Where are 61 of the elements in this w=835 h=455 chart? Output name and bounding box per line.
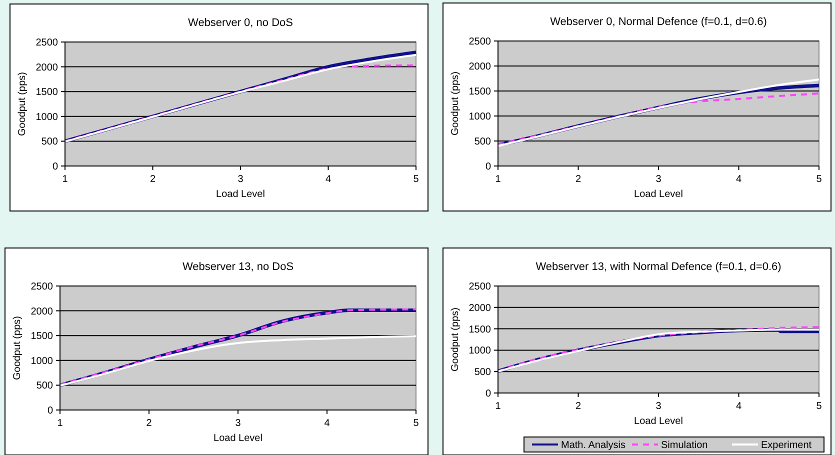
x-tick-label: 4: [324, 418, 330, 429]
x-axis-title: Load Level: [214, 433, 262, 444]
y-tick-label: 500: [474, 367, 492, 378]
y-tick-label: 1500: [30, 331, 54, 342]
x-tick-label: 5: [413, 418, 420, 429]
y-tick-label: 1000: [468, 346, 492, 357]
chart-title: Webserver 0, no DoS: [188, 17, 293, 29]
y-tick-label: 1500: [468, 86, 492, 98]
y-tick-label: 1500: [468, 324, 492, 336]
y-tick-label: 0: [485, 162, 492, 172]
x-tick-label: 3: [238, 174, 244, 185]
y-tick-label: 1500: [36, 87, 58, 98]
x-tick-label: 1: [495, 401, 502, 412]
y-tick-label: 2500: [468, 36, 492, 48]
x-tick-label: 5: [816, 401, 822, 412]
x-tick-label: 1: [57, 418, 64, 429]
x-tick-label: 5: [816, 174, 822, 185]
legend-label: Math. Analysis: [561, 440, 626, 451]
y-axis-title: Goodput (pps): [17, 72, 28, 136]
y-axis-title: Goodput (pps): [12, 316, 23, 380]
legend-label: Experiment: [761, 440, 812, 451]
y-tick-label: 2500: [468, 282, 492, 292]
y-tick-label: 500: [41, 136, 58, 148]
y-tick-label: 1000: [30, 356, 54, 367]
x-tick-label: 3: [656, 401, 662, 412]
x-tick-label: 3: [235, 418, 242, 429]
y-tick-label: 500: [474, 136, 492, 148]
y-tick-label: 2000: [468, 302, 492, 314]
x-axis-title: Load Level: [634, 416, 683, 427]
x-tick-label: 4: [736, 174, 742, 185]
y-tick-label: 1000: [36, 112, 58, 123]
y-tick-label: 2000: [30, 306, 54, 318]
legend-label: Simulation: [661, 440, 708, 451]
x-tick-label: 2: [146, 418, 152, 429]
x-tick-label: 5: [413, 174, 420, 185]
x-axis-title: Load Level: [634, 189, 683, 200]
x-tick-label: 2: [575, 401, 582, 412]
y-tick-label: 1000: [468, 112, 492, 122]
x-tick-label: 2: [150, 174, 156, 185]
y-axis-title: Goodput (pps): [450, 72, 461, 136]
y-tick-label: 2000: [36, 62, 58, 74]
line-series: [59, 335, 417, 387]
x-tick-label: 1: [495, 174, 502, 185]
x-tick-label: 3: [656, 174, 662, 185]
y-axis-title: Goodput (pps): [450, 308, 461, 372]
x-axis-title: Load Level: [216, 189, 265, 200]
y-tick-label: 0: [47, 406, 54, 416]
x-tick-label: 4: [325, 174, 332, 185]
y-tick-label: 0: [52, 162, 58, 172]
x-tick-label: 1: [62, 174, 68, 185]
y-tick-label: 2500: [30, 282, 54, 292]
line-series: [497, 92, 820, 146]
y-tick-label: 0: [485, 388, 492, 400]
x-tick-label: 4: [736, 401, 742, 412]
chart-title: Webserver 0, Normal Defence (f=0.1, d=0.6): [550, 16, 767, 28]
y-tick-label: 2500: [36, 38, 58, 48]
x-tick-label: 2: [575, 174, 582, 185]
y-tick-label: 500: [36, 380, 54, 392]
chart-title: Webserver 13, with Normal Defence (f=0.1, d=0.6): [536, 261, 782, 273]
y-tick-label: 2000: [468, 62, 492, 72]
chart-title: Webserver 13, no DoS: [182, 261, 294, 273]
